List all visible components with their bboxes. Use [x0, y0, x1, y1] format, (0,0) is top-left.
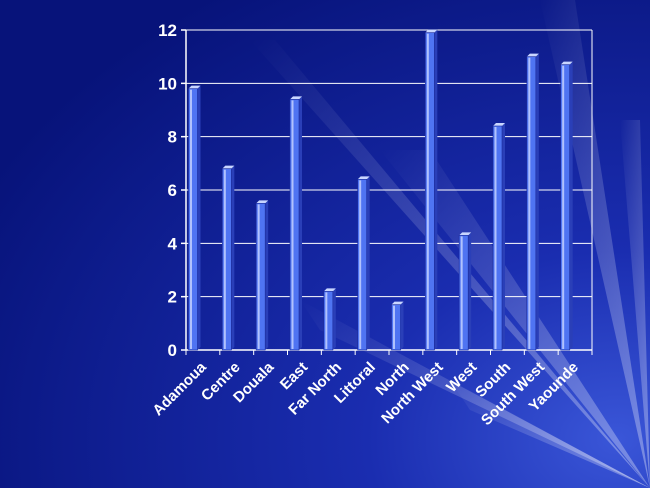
bar: [560, 61, 573, 351]
grid-lines: [186, 29, 592, 298]
y-tick-label: 6: [168, 181, 177, 200]
bar: [526, 53, 539, 351]
bar: [188, 85, 201, 351]
y-tick-label: 12: [158, 21, 177, 40]
bar: [323, 288, 336, 351]
bar: [255, 200, 269, 351]
bar: [425, 29, 438, 351]
bar: [289, 96, 302, 351]
y-axis-ticks: 0 2 4 6 8 10 12: [158, 21, 186, 360]
y-tick-label: 2: [168, 288, 177, 307]
bars: [188, 29, 573, 351]
y-tick-label: 8: [168, 128, 177, 147]
bar: [492, 123, 505, 351]
bar: [357, 176, 370, 351]
bar: [458, 232, 472, 351]
y-tick-label: 4: [168, 234, 178, 253]
y-tick-label: 10: [158, 74, 177, 93]
y-tick-label: 0: [168, 341, 177, 360]
bar: [222, 165, 235, 351]
bar: [391, 301, 404, 351]
